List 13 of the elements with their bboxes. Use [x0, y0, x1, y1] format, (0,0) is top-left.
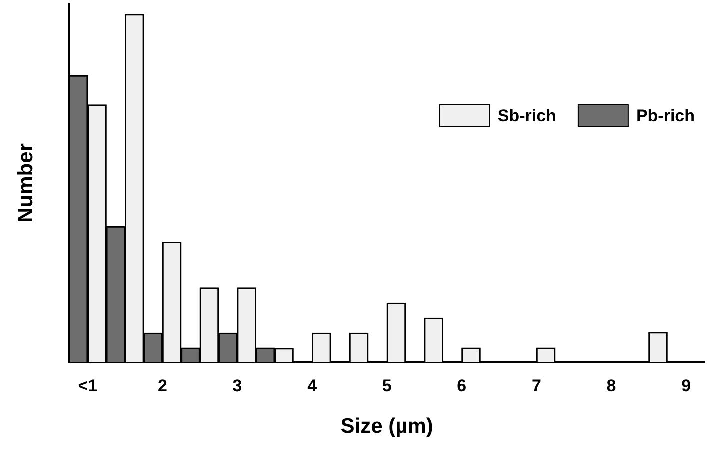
x-tick-label: 7 [532, 376, 542, 396]
x-tick-label: 5 [382, 376, 392, 396]
x-tick-label: 9 [682, 376, 692, 396]
x-tick-label: <1 [78, 376, 98, 396]
x-tick-label: 2 [158, 376, 168, 396]
x-tick-label: 6 [457, 376, 467, 396]
y-axis-title: Number [14, 144, 38, 223]
x-tick-label: 4 [308, 376, 318, 396]
x-tick-label: 8 [606, 376, 616, 396]
legend-label: Pb-rich [636, 106, 695, 126]
x-tick-label: 3 [232, 376, 242, 396]
legend-label: Sb-rich [498, 106, 556, 126]
x-axis-title: Size (µm) [340, 415, 434, 438]
